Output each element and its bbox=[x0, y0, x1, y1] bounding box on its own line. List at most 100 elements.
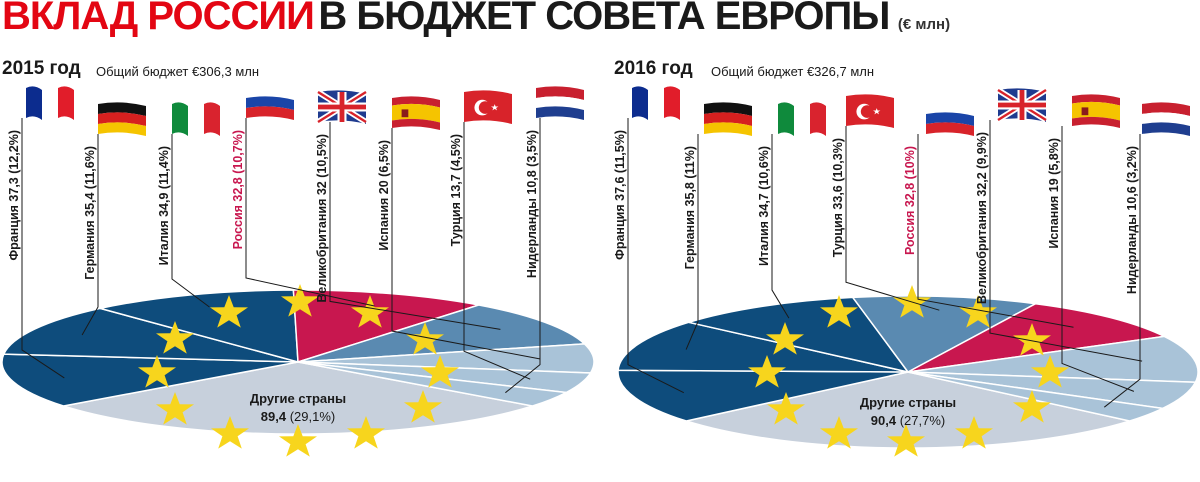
flag-stripe bbox=[98, 102, 146, 116]
flag-stripe bbox=[26, 86, 42, 120]
pie-slice bbox=[907, 371, 1166, 422]
pie-chart-2015: Другие страны 89,4 (29,1%) Франция 37,3 (1… bbox=[1, 86, 595, 457]
eu-star-icon bbox=[959, 295, 997, 328]
flag-star bbox=[491, 104, 499, 111]
flag-stripe bbox=[926, 102, 974, 116]
germany-flag-icon bbox=[704, 102, 752, 136]
eu-star-icon bbox=[211, 416, 249, 449]
flag-stripe bbox=[392, 96, 440, 108]
eu-star-icon bbox=[404, 390, 442, 423]
leader-line bbox=[771, 134, 790, 319]
flag-stripe bbox=[98, 122, 146, 136]
spain-flag-icon bbox=[392, 96, 440, 130]
pie-slice bbox=[100, 289, 299, 363]
other-value: 89,4 bbox=[261, 409, 290, 424]
flag-stripe bbox=[778, 102, 794, 136]
country-label: Россия 32,8 (10%) bbox=[903, 146, 917, 255]
flag-crescent-cut bbox=[860, 105, 874, 118]
eu-star-icon bbox=[156, 392, 194, 425]
country-label: Турция 33,6 (10,3%) bbox=[831, 138, 845, 257]
pie-slice bbox=[907, 335, 1199, 383]
leader-line bbox=[391, 128, 541, 360]
pie-slice bbox=[2, 307, 299, 363]
flag-stripe bbox=[98, 112, 146, 126]
page-title: ВКЛАД РОССИИ В БЮДЖЕТ СОВЕТА ЕВРОПЫ (€ м… bbox=[2, 0, 950, 39]
flag-stripe bbox=[1072, 94, 1120, 106]
flag-emblem bbox=[401, 109, 409, 118]
flag-cross-red bbox=[998, 90, 1046, 120]
leader-line bbox=[845, 126, 940, 311]
title-unit: (€ млн) bbox=[897, 16, 951, 33]
other-percent: (27,7%) bbox=[900, 413, 946, 428]
eu-star-icon bbox=[1013, 323, 1051, 356]
flag-stripe bbox=[1142, 112, 1190, 126]
leader-line bbox=[463, 122, 531, 380]
flag-stripe bbox=[172, 102, 188, 136]
flag-stripe bbox=[1072, 116, 1120, 128]
title-main: ВКЛАД РОССИИ bbox=[2, 0, 315, 38]
eu-star-icon bbox=[955, 416, 993, 449]
leader-line bbox=[1061, 126, 1135, 392]
eu-star-icon bbox=[281, 284, 319, 317]
eu-star-icon bbox=[766, 322, 804, 355]
leader-line bbox=[685, 134, 699, 350]
eu-star-icon bbox=[767, 392, 805, 425]
country-label: Германия 35,4 (11,6%) bbox=[83, 146, 97, 280]
other-countries-label: Другие страны bbox=[250, 391, 346, 406]
flag-stripe bbox=[188, 102, 204, 136]
flag-stripe bbox=[632, 86, 648, 120]
flag-cross-red bbox=[318, 92, 366, 122]
flag-stripe bbox=[246, 86, 294, 100]
country-label: Германия 35,8 (11%) bbox=[683, 146, 697, 269]
total-budget-2016: Общий бюджет €326,7 млн bbox=[711, 64, 875, 79]
country-label: Нидерланды 10,8 (3,5%) bbox=[525, 130, 539, 278]
flag-stripe bbox=[536, 106, 584, 120]
italy-flag-icon bbox=[778, 102, 826, 136]
title-rest: В БЮДЖЕТ СОВЕТА ЕВРОПЫ bbox=[318, 0, 890, 38]
uk-flag-icon bbox=[996, 87, 1048, 123]
country-label: Великобритания 32 (10,5%) bbox=[315, 134, 329, 303]
flag-star bbox=[873, 108, 881, 115]
russia-flag-icon bbox=[926, 102, 974, 136]
eu-star-icon bbox=[421, 355, 459, 388]
flag-stripe bbox=[926, 122, 974, 136]
flag-stripe bbox=[1072, 101, 1120, 121]
year-label-2016: 2016 год bbox=[614, 58, 693, 79]
netherlands-flag-icon bbox=[536, 86, 584, 120]
flag-crescent-cut bbox=[478, 101, 492, 114]
country-label: Россия 32,8 (10,7%) bbox=[231, 130, 245, 249]
country-label: Италия 34,9 (11,4%) bbox=[157, 146, 171, 265]
country-label: Нидерланды 10,6 (3,2%) bbox=[1125, 146, 1139, 294]
pie-chart-2016: Другие страны 90,4 (27,7%) Франция 37,6 (1… bbox=[613, 86, 1199, 457]
leader-line bbox=[505, 118, 541, 394]
flag-stripe bbox=[794, 102, 810, 136]
flag-stripe bbox=[704, 102, 752, 116]
flag-stripe bbox=[648, 86, 664, 120]
leader-line bbox=[989, 120, 1143, 362]
netherlands-flag-icon bbox=[1142, 102, 1190, 136]
flag-stripe bbox=[704, 112, 752, 126]
eu-star-icon bbox=[210, 295, 248, 328]
eu-star-icon bbox=[748, 355, 786, 388]
uk-flag-icon bbox=[316, 89, 368, 125]
leader-line bbox=[171, 134, 210, 308]
flag-stripe bbox=[42, 86, 58, 120]
country-label: Испания 19 (5,8%) bbox=[1047, 138, 1061, 249]
leader-line bbox=[81, 134, 99, 336]
eu-star-icon bbox=[138, 355, 176, 388]
leader-line bbox=[329, 122, 501, 330]
country-label: Франция 37,3 (12,2%) bbox=[7, 130, 21, 261]
other-countries-label: Другие страны bbox=[860, 395, 956, 410]
total-budget-2015: Общий бюджет €306,3 млн bbox=[96, 64, 260, 79]
country-label: Франция 37,6 (11,5%) bbox=[613, 130, 627, 260]
flag-stripe bbox=[536, 86, 584, 100]
flag-stripe bbox=[926, 112, 974, 126]
eu-star-icon bbox=[1013, 390, 1051, 423]
france-flag-icon bbox=[632, 86, 680, 120]
leader-line bbox=[1103, 134, 1141, 408]
eu-star-icon bbox=[887, 424, 925, 457]
pie-slice bbox=[617, 369, 909, 422]
germany-flag-icon bbox=[98, 102, 146, 136]
flag-stripe bbox=[392, 118, 440, 130]
flag-stripe bbox=[536, 96, 584, 110]
